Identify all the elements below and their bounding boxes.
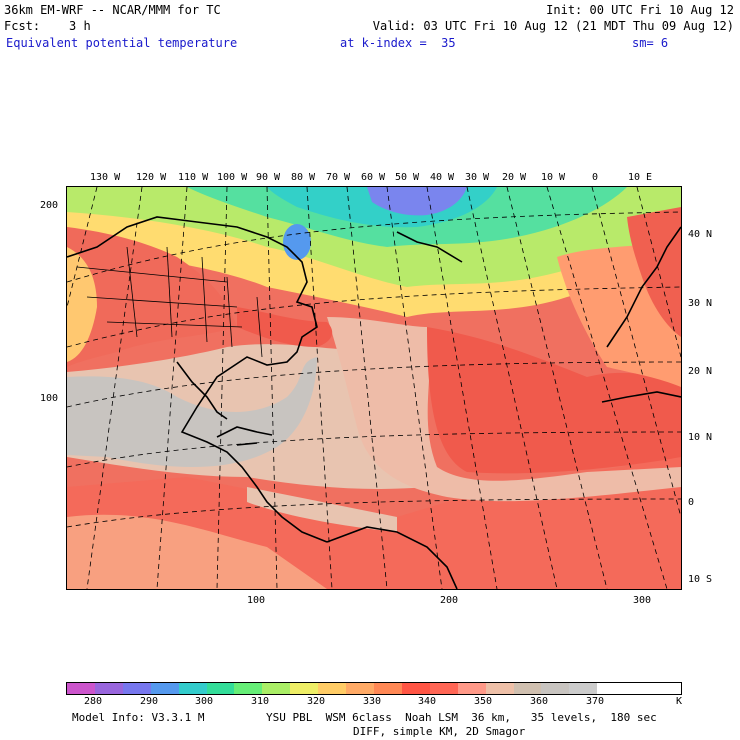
x-tick-label: 100 [247, 595, 266, 606]
colorbar-swatch [150, 683, 179, 694]
lon-label: 90 W [256, 172, 281, 183]
forecast-hour: Fcst: 3 h [4, 19, 91, 33]
colorbar-swatch [429, 683, 458, 694]
x-tick-label: 300 [633, 595, 652, 606]
theta-e-field [67, 187, 681, 589]
colorbar-swatch [234, 683, 263, 694]
lon-label: 10 E [628, 172, 653, 183]
colorbar-swatch [569, 683, 598, 694]
lat-label: 20 N [688, 366, 713, 377]
colorbar-label: 340 [418, 696, 437, 707]
colorbar-swatch [541, 683, 570, 694]
colorbar-swatch [597, 683, 626, 694]
colorbar-label: 300 [195, 696, 214, 707]
colorbar-swatch [67, 683, 95, 694]
lon-label: 10 W [541, 172, 566, 183]
colorbar-label: 360 [530, 696, 549, 707]
init-time: Init: 00 UTC Fri 10 Aug 12 [546, 3, 734, 17]
colorbar-swatch [401, 683, 430, 694]
colorbar-label: 330 [363, 696, 382, 707]
colorbar-swatch [262, 683, 291, 694]
lon-label: 20 W [502, 172, 527, 183]
model-info: Model Info: V3.3.1 M [72, 711, 205, 724]
colorbar-label: 320 [307, 696, 326, 707]
lat-label: 40 N [688, 229, 713, 240]
colorbar-label: 290 [140, 696, 159, 707]
colorbar-swatch [485, 683, 514, 694]
physics-info: YSU PBL WSM 6class Noah LSM 36 km, 35 le… [266, 711, 657, 724]
lon-label: 60 W [361, 172, 386, 183]
lon-label: 130 W [90, 172, 121, 183]
colorbar-swatch [373, 683, 402, 694]
colorbar-label: 350 [474, 696, 493, 707]
lat-label: 10 S [688, 574, 713, 585]
y-tick-label: 100 [40, 393, 59, 404]
field-name: Equivalent potential temperature [6, 36, 238, 50]
x-tick-label: 200 [440, 595, 459, 606]
valid-time: Valid: 03 UTC Fri 10 Aug 12 (21 MDT Thu … [372, 19, 734, 33]
lon-label: 120 W [136, 172, 167, 183]
smoothing: sm= 6 [632, 36, 669, 50]
lon-label: 50 W [395, 172, 420, 183]
model-title: 36km EM-WRF -- NCAR/MMM for TC [4, 3, 221, 17]
lat-label: 0 [688, 497, 695, 508]
lon-label: 110 W [178, 172, 209, 183]
colorbar-swatch [318, 683, 347, 694]
lat-label: 10 N [688, 432, 713, 443]
colorbar-swatch [290, 683, 319, 694]
lon-label: 80 W [291, 172, 316, 183]
colorbar-swatch [178, 683, 207, 694]
lon-label: 30 W [465, 172, 490, 183]
color-scale-bar [66, 682, 682, 695]
lon-label: 100 W [217, 172, 248, 183]
colorbar-swatch [457, 683, 486, 694]
colorbar-swatch [122, 683, 151, 694]
k-index: at k-index = 35 [340, 36, 456, 50]
colorbar-swatch [653, 683, 681, 694]
lon-label: 40 W [430, 172, 455, 183]
lat-label: 30 N [688, 298, 713, 309]
colorbar-swatch [94, 683, 123, 694]
map-plot [66, 186, 682, 590]
colorbar-swatch [513, 683, 542, 694]
colorbar-unit: K [676, 696, 683, 707]
colorbar-swatch [206, 683, 235, 694]
colorbar-swatch [346, 683, 374, 694]
colorbar-label: 280 [84, 696, 103, 707]
lon-label: 0 [592, 172, 599, 183]
colorbar-swatch [625, 683, 654, 694]
lon-label: 70 W [326, 172, 351, 183]
diffusion-info: DIFF, simple KM, 2D Smagor [353, 725, 526, 738]
colorbar-label: 310 [251, 696, 270, 707]
y-tick-label: 200 [40, 200, 59, 211]
colorbar-label: 370 [586, 696, 605, 707]
